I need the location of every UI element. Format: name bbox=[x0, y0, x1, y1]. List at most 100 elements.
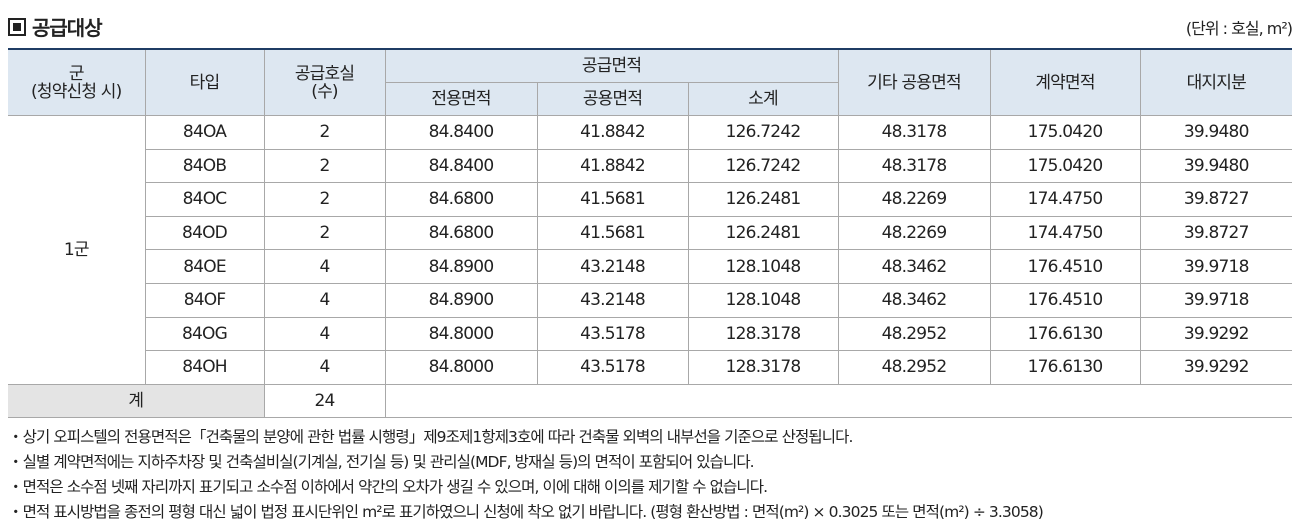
table-cell: 84.8000 bbox=[384, 316, 538, 352]
table-cell: 126.7242 bbox=[687, 148, 839, 184]
table-body: 1군 84OA 2 84.8400 41.8842 126.7242 48.3178 175.… bbox=[8, 115, 1292, 419]
header-text: 군 bbox=[68, 63, 85, 84]
table-cell: 43.2148 bbox=[536, 282, 689, 318]
table-cell: 39.9480 bbox=[1139, 115, 1292, 150]
table-cell: 4 bbox=[263, 249, 386, 284]
table-cell: 48.2952 bbox=[837, 350, 991, 385]
header-text: 공급호실 bbox=[294, 63, 355, 84]
table-cell: 84OE bbox=[145, 249, 265, 284]
table-cell: 39.9292 bbox=[1139, 316, 1292, 352]
header-cell: 공급호실 (수) bbox=[263, 48, 386, 116]
notes: ・상기 오피스텔의 전용면적은「건축물의 분양에 관한 법률 시행령」제9조제1… bbox=[8, 425, 1044, 525]
table-row: 84OF 4 84.8900 43.2148 128.1048 48.3462 176.45… bbox=[8, 282, 1292, 318]
header-cell: 공급면적 bbox=[384, 48, 839, 83]
header-cell: 군 (청약신청 시) bbox=[8, 48, 146, 116]
table-cell: 4 bbox=[263, 316, 386, 352]
header-cell: 소계 bbox=[687, 82, 838, 116]
table-cell: 84.6800 bbox=[384, 215, 538, 251]
table-cell: 39.8727 bbox=[1139, 182, 1292, 217]
header-cell: 기타 공용면적 bbox=[837, 48, 991, 116]
table-cell: 41.5681 bbox=[536, 215, 689, 251]
table-cell: 84.8900 bbox=[384, 282, 538, 318]
table-cell: 176.4510 bbox=[989, 249, 1141, 284]
table-cell: 39.9292 bbox=[1139, 350, 1292, 385]
table-cell: 43.2148 bbox=[536, 249, 689, 284]
total-empty bbox=[384, 383, 1292, 419]
table-cell: 84.8400 bbox=[384, 115, 538, 150]
table-cell: 84OC bbox=[145, 182, 265, 217]
table-cell: 41.8842 bbox=[536, 148, 689, 184]
table-cell: 126.7242 bbox=[687, 115, 839, 150]
table-cell: 39.9718 bbox=[1139, 249, 1292, 284]
header-cell: 대지지분 bbox=[1139, 48, 1292, 116]
header-cell: 타입 bbox=[144, 48, 265, 116]
table-row: 84OC 2 84.6800 41.5681 126.2481 48.2269 174.47… bbox=[8, 182, 1292, 217]
table-cell: 84OH bbox=[145, 350, 265, 385]
table-cell: 126.2481 bbox=[687, 182, 839, 217]
note: ・면적은 소수점 넷째 자리까지 표기되고 소수점 이하에서 약간의 오차가 생… bbox=[8, 478, 768, 496]
table-cell: 174.4750 bbox=[989, 215, 1141, 251]
table-cell: 48.3178 bbox=[837, 115, 991, 150]
table-cell: 48.3462 bbox=[837, 249, 991, 284]
header-cell: 공용면적 bbox=[536, 82, 689, 116]
table-cell: 2 bbox=[263, 182, 386, 217]
table-cell: 84OF bbox=[145, 282, 265, 318]
table-cell: 39.9480 bbox=[1139, 148, 1292, 184]
table-cell: 2 bbox=[263, 115, 386, 150]
table-cell: 41.8842 bbox=[536, 115, 689, 150]
table-cell: 126.2481 bbox=[687, 215, 839, 251]
table-row: 1군 84OA 2 84.8400 41.8842 126.7242 48.3178 175.… bbox=[8, 115, 1292, 385]
table-cell: 2 bbox=[263, 215, 386, 251]
table-cell: 84.8400 bbox=[384, 148, 538, 184]
table-cell: 84.8900 bbox=[384, 249, 538, 284]
table-row: 84OB 2 84.8400 41.8842 126.7242 48.3178 175.04… bbox=[8, 148, 1292, 184]
note: ・실별 계약면적에는 지하주차장 및 건축설비실(기계실, 전기실 등) 및 관… bbox=[8, 453, 755, 471]
table-cell: 176.6130 bbox=[989, 350, 1141, 385]
table-row: 84OD 2 84.6800 41.5681 126.2481 48.2269 174.47… bbox=[8, 215, 1292, 251]
table-cell: 128.1048 bbox=[687, 249, 839, 284]
table-row: 84OE 4 84.8900 43.2148 128.1048 48.3462 176.45… bbox=[8, 249, 1292, 284]
table-cell: 43.5178 bbox=[536, 350, 689, 385]
table-cell: 175.0420 bbox=[989, 148, 1141, 184]
total-row: 계 24 bbox=[8, 383, 1292, 419]
table-cell: 4 bbox=[263, 350, 386, 385]
table-cell: 39.8727 bbox=[1139, 215, 1292, 251]
table-cell: 84.6800 bbox=[384, 182, 538, 217]
unit-label: (단위 : 호실, m²) bbox=[1185, 19, 1293, 38]
table-cell: 48.2952 bbox=[837, 316, 991, 352]
table-cell: 174.4750 bbox=[989, 182, 1141, 217]
header-cell: 계약면적 bbox=[989, 48, 1141, 116]
table-cell: 128.1048 bbox=[687, 282, 839, 318]
table-cell: 176.6130 bbox=[989, 316, 1141, 352]
table-cell: 84.8000 bbox=[384, 350, 538, 385]
table-cell: 128.3178 bbox=[687, 350, 839, 385]
group-cell: 1군 bbox=[8, 115, 146, 385]
header-text: (수) bbox=[311, 81, 338, 102]
table-cell: 2 bbox=[263, 148, 386, 184]
table-cell: 84OG bbox=[145, 316, 265, 352]
title-text: 공급대상 bbox=[32, 16, 103, 40]
header-text: (청약신청 시) bbox=[31, 81, 122, 102]
table-cell: 4 bbox=[263, 282, 386, 318]
table-cell: 41.5681 bbox=[536, 182, 689, 217]
table-cell: 84OA bbox=[144, 115, 265, 150]
note: ・상기 오피스텔의 전용면적은「건축물의 분양에 관한 법률 시행령」제9조제1… bbox=[8, 428, 853, 446]
table-cell: 84OB bbox=[145, 148, 265, 184]
total-units: 24 bbox=[263, 383, 386, 419]
table-cell: 84OD bbox=[145, 215, 265, 251]
table-cell: 48.2269 bbox=[837, 182, 991, 217]
table-row: 84OH 4 84.8000 43.5178 128.3178 48.2952 176.61… bbox=[8, 350, 1292, 385]
supply-table: 군 (청약신청 시) 타입 공급호실 (수) 공급면적 기타 공용면적 계약면적 대… bbox=[8, 48, 1292, 419]
table-row: 84OG 4 84.8000 43.5178 128.3178 48.2952 176.61… bbox=[8, 316, 1292, 352]
table-cell: 48.3462 bbox=[837, 282, 991, 318]
table-cell: 176.4510 bbox=[989, 282, 1141, 318]
table-cell: 43.5178 bbox=[536, 316, 689, 352]
section-title: 공급대상 bbox=[8, 12, 103, 41]
table-cell: 39.9718 bbox=[1139, 282, 1292, 318]
table-cell: 48.2269 bbox=[837, 215, 991, 251]
header-cell: 전용면적 bbox=[385, 82, 538, 116]
total-label: 계 bbox=[8, 383, 265, 419]
table-cell: 175.0420 bbox=[989, 115, 1141, 150]
table-cell: 48.3178 bbox=[837, 148, 991, 184]
